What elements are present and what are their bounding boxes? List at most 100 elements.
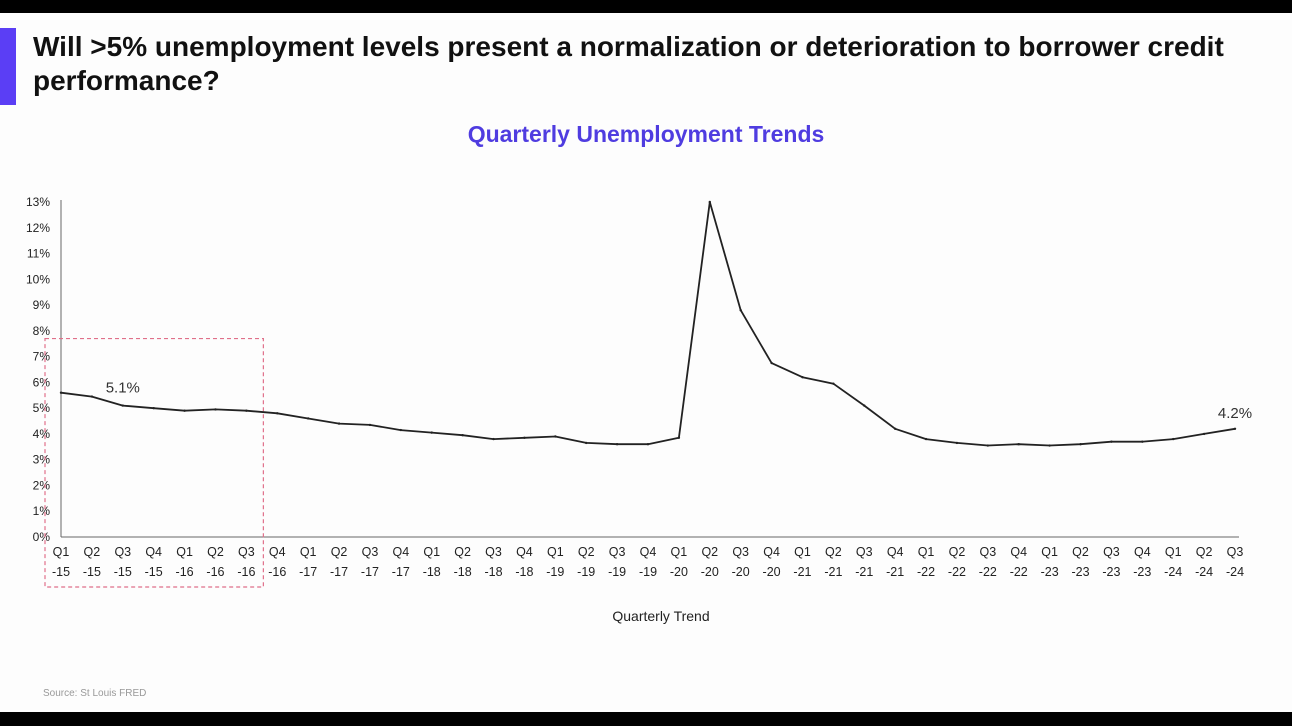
data-point: [1202, 432, 1206, 436]
x-tick-label: Q3 -20: [732, 545, 750, 579]
x-tick-label: Q1 -24: [1164, 545, 1182, 579]
x-tick-label: Q3 -16: [237, 545, 255, 579]
data-point: [1048, 444, 1051, 447]
source-note: Source: St Louis FRED: [43, 688, 147, 699]
data-point: [924, 437, 928, 441]
x-tick-label: Q4 -18: [515, 545, 533, 579]
y-tick-label: 12%: [26, 221, 50, 235]
data-point: [832, 382, 835, 385]
data-point: [986, 444, 990, 447]
data-point: [739, 309, 742, 312]
x-tick-label: Q1 -17: [299, 545, 317, 579]
x-tick-label: Q3 -19: [608, 545, 626, 579]
x-tick-label: Q2 -20: [701, 545, 719, 579]
y-tick-label: 7%: [33, 350, 51, 364]
x-tick-label: Q3 -18: [484, 545, 502, 579]
x-tick-label: Q2 -16: [206, 545, 224, 579]
data-point: [121, 404, 124, 407]
y-tick-label: 11%: [27, 247, 50, 261]
x-tick-label: Q4 -20: [763, 545, 781, 579]
slide: Will >5% unemployment levels present a n…: [0, 13, 1292, 712]
data-point: [368, 423, 372, 427]
data-point: [801, 376, 804, 379]
y-tick-label: 8%: [33, 324, 51, 338]
y-tick-label: 10%: [26, 272, 50, 286]
y-tick-label: 13%: [26, 195, 50, 209]
data-point: [183, 409, 186, 412]
x-tick-label: Q1 -19: [546, 545, 564, 579]
data-point: [708, 200, 711, 204]
data-point: [245, 409, 248, 412]
x-tick-label: Q4 -17: [392, 545, 410, 579]
data-point: [90, 395, 94, 398]
x-tick-label: Q4 -23: [1133, 545, 1151, 579]
x-tick-label: Q3 -15: [114, 545, 132, 579]
data-point: [893, 427, 897, 430]
data-point: [1017, 443, 1020, 446]
x-tick-label: Q4 -21: [886, 545, 904, 579]
y-tick-label: 1%: [33, 504, 51, 518]
data-point: [554, 435, 557, 438]
unemployment-line-chart: 0% 1% 2% 3% 4% 5% 6% 7% 8% 9% 10% 11% 12% 13% Q1 -15 Q2-…: [26, 195, 1252, 624]
data-point: [152, 406, 155, 410]
x-tick-label: Q4 -16: [268, 545, 286, 579]
y-tick-label: 0%: [33, 530, 51, 544]
x-tick-label: Q1 -21: [793, 545, 811, 579]
data-point: [214, 408, 217, 411]
data-point: [1110, 440, 1113, 443]
data-point: [492, 437, 495, 441]
x-tick-label: Q3 -23: [1102, 545, 1120, 579]
x-tick-label: Q2 -22: [948, 545, 966, 579]
x-tick-label: Q4 -22: [1010, 545, 1028, 579]
data-point: [276, 412, 279, 415]
data-point: [1141, 440, 1144, 443]
x-tick-label: Q4 -15: [145, 545, 163, 579]
y-tick-label: 3%: [33, 453, 51, 467]
x-tick-label: Q2 -18: [454, 545, 472, 579]
data-point: [615, 443, 619, 446]
x-axis-label: Quarterly Trend: [612, 608, 709, 624]
data-point: [337, 422, 341, 425]
x-tick-label: Q1 -22: [917, 545, 935, 579]
chart-title: Quarterly Unemployment Trends: [467, 121, 825, 147]
x-tick-label: Q1 -20: [670, 545, 688, 579]
data-point: [430, 431, 433, 434]
unemployment-series-line: [60, 201, 1236, 447]
x-tick-label: Q1 -15: [52, 545, 70, 579]
data-point: [1233, 427, 1237, 430]
data-label: 5.1%: [106, 380, 140, 397]
data-point: [399, 428, 403, 432]
data-point: [770, 361, 773, 365]
data-point: [523, 436, 526, 439]
x-tick-label: Q2 -19: [577, 545, 595, 579]
data-point: [677, 436, 681, 439]
y-tick-label: 9%: [33, 298, 51, 312]
y-tick-label: 4%: [33, 427, 51, 441]
data-point: [461, 434, 464, 437]
x-tick-label: Q3 -21: [855, 545, 873, 579]
highlight-box: [44, 337, 264, 588]
data-point: [863, 404, 866, 407]
y-tick-label: 6%: [33, 375, 51, 389]
x-tick-label: Q1 -18: [423, 545, 441, 579]
data-point: [306, 417, 310, 420]
y-tick-label: 5%: [33, 401, 51, 415]
y-tick-label: 2%: [33, 478, 51, 492]
data-point: [585, 441, 588, 445]
x-tick-label: Q2 -24: [1195, 545, 1213, 579]
title-accent-bar: [0, 28, 16, 105]
x-tick-label: Q1 -23: [1041, 545, 1059, 579]
x-tick-label: Q4 -19: [639, 545, 657, 579]
x-tick-label: Q2 -17: [330, 545, 348, 579]
x-tick-label: Q2 -23: [1071, 545, 1089, 579]
data-point: [59, 391, 63, 394]
slide-title: Will >5% unemployment levels present a n…: [33, 31, 1224, 96]
x-tick-label: Q1 -16: [176, 545, 194, 579]
data-point: [1172, 437, 1175, 441]
x-tick-label: Q3 -17: [361, 545, 379, 579]
data-label: 4.2%: [1218, 405, 1252, 422]
x-tick-label: Q3 -24: [1226, 545, 1244, 579]
x-tick-label: Q3 -22: [979, 545, 997, 579]
data-point: [955, 441, 959, 445]
x-tick-label: Q2 -21: [824, 545, 842, 579]
